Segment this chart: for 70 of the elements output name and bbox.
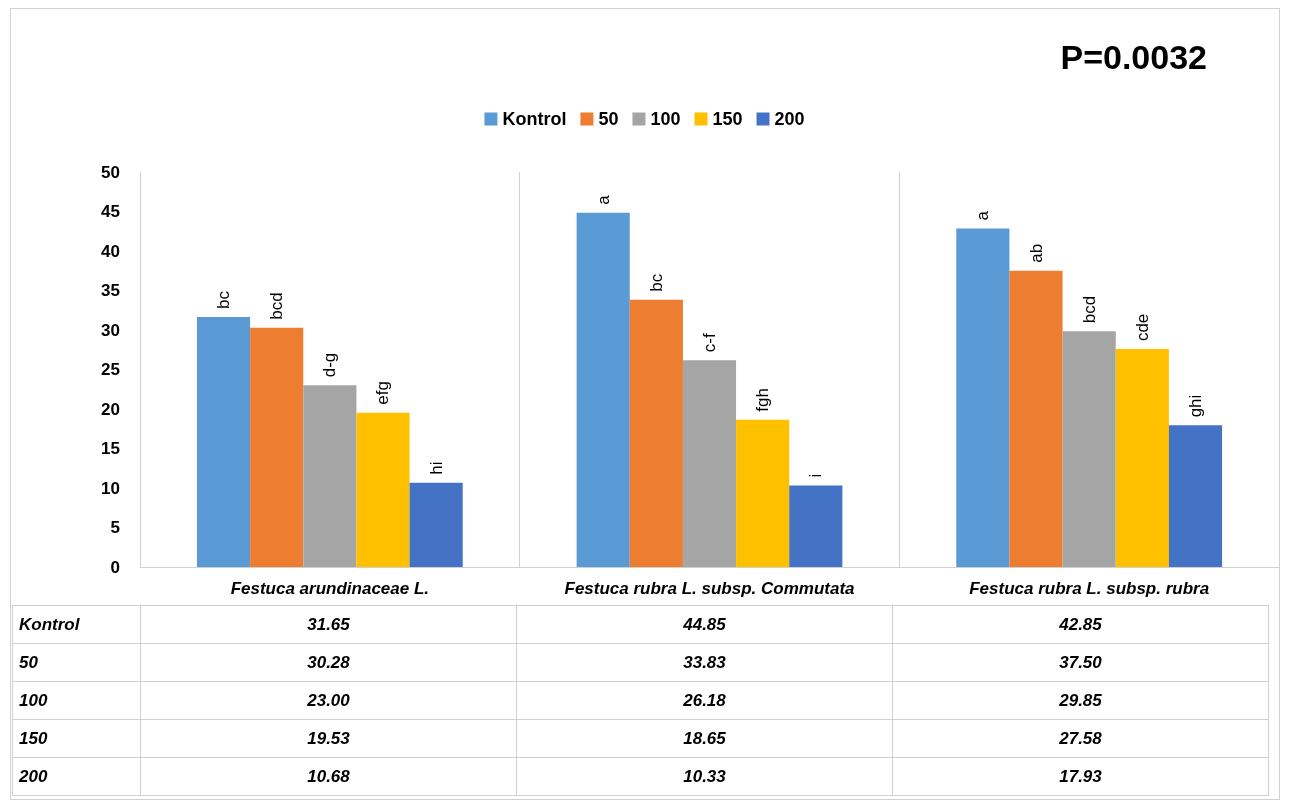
y-tick-label: 25 [101, 360, 120, 379]
text: 50 [19, 652, 38, 672]
text: 100 [19, 690, 48, 710]
y-tick-label: 20 [101, 399, 120, 419]
text: 200 [19, 766, 48, 786]
data-label: 42.85 [892, 605, 1269, 644]
text: 150 [19, 728, 48, 748]
data-label: 37.50 [892, 643, 1269, 682]
bar [250, 327, 304, 567]
legend-label: 100 [650, 109, 681, 129]
data-label: 26.18 [516, 681, 893, 720]
data-label: 17.93 [892, 757, 1269, 796]
bar [356, 412, 410, 567]
annotation: i [806, 473, 826, 478]
data-label: 30.28 [140, 643, 517, 682]
annotation: efg [373, 381, 393, 405]
annotation: cde [1132, 313, 1152, 342]
data-label: 10.68 [140, 757, 517, 796]
bar [736, 419, 790, 567]
y-tick-label: 50 [101, 162, 120, 182]
bar [956, 228, 1010, 567]
bar [682, 360, 737, 567]
bar [576, 212, 630, 567]
y-tick-label: 0 [110, 557, 120, 577]
annotation: ab [1026, 243, 1046, 263]
annotation: c-f [700, 333, 719, 353]
text: P=0.0032 [1060, 38, 1208, 76]
data-label: 33.83 [516, 643, 893, 682]
annotation: bcd [267, 292, 287, 320]
data-label: 23.00 [140, 681, 517, 720]
bar [629, 299, 683, 567]
bar [789, 485, 843, 567]
data-label: 19.53 [140, 719, 517, 758]
annotation: d-g [320, 352, 340, 378]
bar [1168, 425, 1223, 567]
annotation: a [973, 210, 993, 221]
bar [1009, 270, 1063, 567]
data-label: 10.33 [516, 757, 893, 796]
bar [409, 482, 463, 567]
annotation: bcd [1079, 295, 1099, 324]
text: Kontrol [19, 614, 80, 634]
legend-label: 200 [774, 109, 805, 129]
bar [1062, 331, 1116, 567]
legend-label: 50 [598, 109, 619, 129]
bar [1115, 349, 1169, 567]
data-label: 29.85 [892, 681, 1269, 720]
y-tick-label: 10 [101, 478, 120, 498]
y-tick-label: 5 [110, 518, 120, 537]
annotation: fgh [753, 388, 773, 412]
data-label: 31.65 [140, 605, 517, 644]
annotation: bc [646, 273, 666, 292]
y-tick-label: 45 [101, 202, 120, 221]
y-tick-label: 15 [101, 439, 120, 458]
data-label: 44.85 [516, 605, 893, 644]
x-tick-label: Festuca rubra L. subsp. Commutata [564, 579, 855, 598]
bar [196, 316, 251, 567]
y-tick-label: 35 [101, 281, 120, 300]
x-tick-label: Festuca arundinaceae L. [230, 579, 430, 598]
annotation: hi [426, 461, 446, 475]
annotation: bc [214, 290, 234, 309]
legend-label: 150 [712, 109, 743, 129]
annotation: ghi [1185, 394, 1205, 418]
legend-label: Kontrol [502, 109, 567, 129]
data-label: 27.58 [892, 719, 1269, 758]
x-tick-label: Festuca rubra L. subsp. rubra [969, 579, 1210, 598]
annotation: a [593, 194, 613, 205]
data-label: 18.65 [516, 719, 893, 758]
y-tick-label: 40 [101, 241, 120, 261]
y-tick-label: 30 [101, 320, 120, 340]
bar [303, 385, 357, 567]
